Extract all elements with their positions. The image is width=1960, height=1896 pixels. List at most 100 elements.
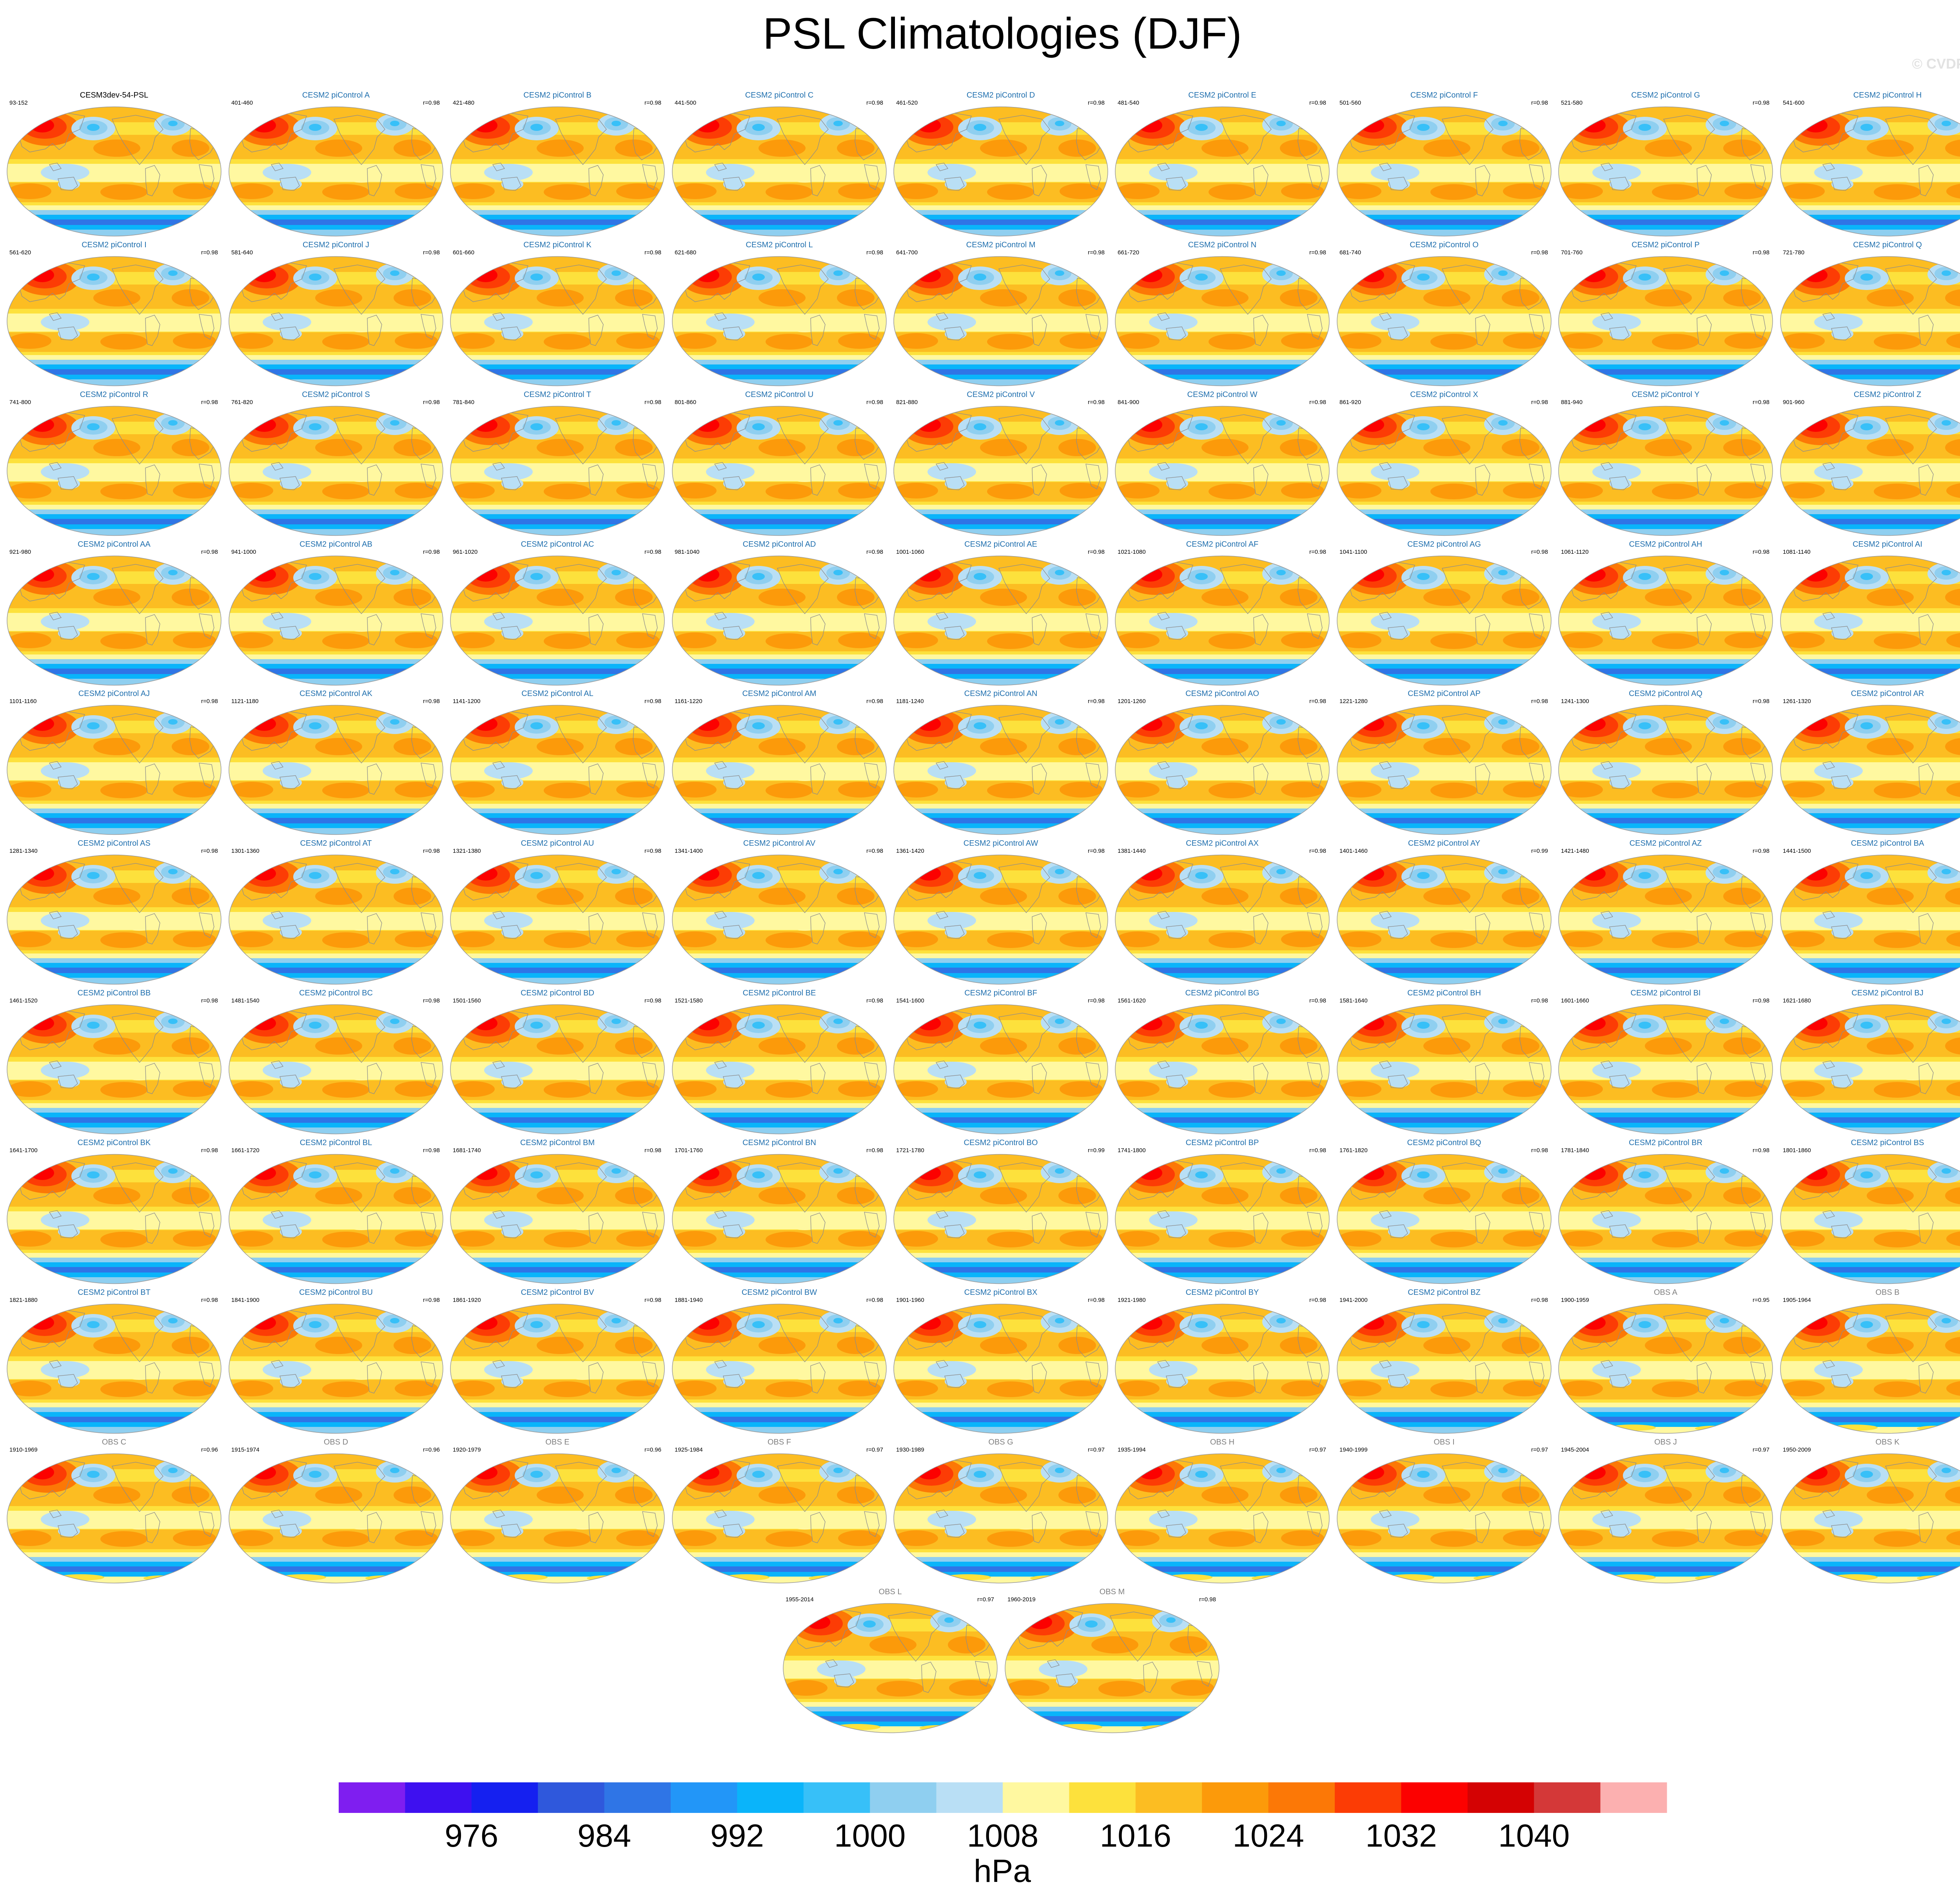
panel-title: CESM2 piControl BD [521,989,594,997]
credit-label: © CVDP-LE [1912,56,1960,72]
panel-years: 621-680 [675,249,697,256]
pressure-map [1558,106,1773,237]
panel-years: 1935-1994 [1118,1446,1146,1453]
pressure-map [893,1004,1108,1135]
panel-correlation: r=0.98 [866,549,883,555]
pressure-map [1780,555,1960,686]
map-panel: CESM2 piControl AE 1001-1060 r=0.98 [891,540,1111,689]
panel-years: 821-880 [896,399,918,406]
map-panel: OBS A 1900-1959 r=0.95 [1555,1288,1776,1437]
pressure-map [1780,1303,1960,1434]
panel-title: CESM2 piControl BB [77,989,151,997]
panel-title: OBS B [1875,1288,1900,1297]
pressure-map [783,1603,998,1733]
panel-correlation: r=0.98 [866,997,883,1004]
pressure-map [7,1453,221,1584]
panel-title: CESM2 piControl AV [743,839,816,848]
panel-correlation: r=0.99 [1088,1147,1105,1154]
panel-correlation: r=0.98 [423,1147,440,1154]
panel-years: 941-1000 [231,549,256,555]
panel-years: 1241-1300 [1561,698,1589,705]
panel-correlation: r=0.98 [1309,399,1326,406]
map-panel: CESM2 piControl BB 1461-1520 r=0.98 [4,989,224,1138]
map-panel: CESM2 piControl AV 1341-1400 r=0.98 [669,839,889,988]
panel-correlation: r=0.98 [201,1297,218,1303]
pressure-map [893,705,1108,835]
pressure-map [1780,1453,1960,1584]
panel-years: 1955-2014 [786,1596,814,1603]
panel-correlation: r=0.98 [1309,100,1326,106]
map-panel: CESM2 piControl A 401-460 r=0.98 [226,91,446,240]
panel-correlation: r=0.98 [1088,698,1105,705]
pressure-map [1558,406,1773,536]
panel-title: CESM2 piControl L [746,241,813,249]
map-panel: CESM2 piControl BQ 1761-1820 r=0.98 [1334,1138,1554,1287]
pressure-map [1337,1303,1552,1434]
map-panel: OBS E 1920-1979 r=0.96 [447,1438,668,1587]
map-panel: CESM2 piControl AT 1301-1360 r=0.98 [226,839,446,988]
map-panel: CESM2 piControl L 621-680 r=0.98 [669,241,889,390]
panel-years: 1661-1720 [231,1147,260,1154]
panel-title: OBS C [102,1438,127,1446]
panel-correlation: r=0.98 [423,249,440,256]
panel-title: CESM2 piControl D [966,91,1035,100]
map-panel: CESM2 piControl C 441-500 r=0.98 [669,91,889,240]
pressure-map [1558,1303,1773,1434]
panel-years: 921-980 [9,549,31,555]
panel-years: 1881-1940 [675,1297,703,1303]
pressure-map [893,854,1108,985]
map-panel: CESM2 piControl N 661-720 r=0.98 [1112,241,1332,390]
panel-correlation: r=0.98 [866,1297,883,1303]
pressure-map [450,106,665,237]
pressure-map [7,854,221,985]
panel-title: CESM2 piControl Z [1853,390,1922,399]
pressure-map [7,106,221,237]
panel-title: CESM2 piControl BE [742,989,816,997]
pressure-map [1558,256,1773,386]
panel-title: CESM2 piControl S [302,390,370,399]
panel-title: OBS H [1210,1438,1235,1446]
map-panel: CESM2 piControl M 641-700 r=0.98 [891,241,1111,390]
panel-title: CESM2 piControl W [1187,390,1258,399]
map-panel: CESM2 piControl V 821-880 r=0.98 [891,390,1111,539]
panel-years: 1181-1240 [896,698,924,705]
panel-title: CESM2 piControl AZ [1629,839,1702,848]
panel-title: CESM2 piControl AG [1407,540,1481,549]
panel-correlation: r=0.98 [1531,249,1548,256]
panel-title: CESM2 piControl AD [742,540,816,549]
map-panel: CESM2 piControl Y 881-940 r=0.98 [1555,390,1776,539]
panel-years: 1621-1680 [1783,997,1811,1004]
panel-correlation: r=0.98 [1088,399,1105,406]
pressure-map [1115,555,1330,686]
pressure-map [1558,705,1773,835]
panel-correlation: r=0.98 [423,399,440,406]
map-panel: CESM2 piControl AD 981-1040 r=0.98 [669,540,889,689]
panel-years: 601-660 [453,249,475,256]
panel-title: CESM2 piControl BR [1629,1138,1702,1147]
panel-years: 741-800 [9,399,31,406]
panel-title: CESM2 piControl BP [1185,1138,1259,1147]
pressure-map [450,406,665,536]
pressure-map [450,256,665,386]
panel-title: CESM2 piControl V [967,390,1035,399]
panel-years: 1341-1400 [675,848,703,854]
map-panel: CESM2 piControl BN 1701-1760 r=0.98 [669,1138,889,1287]
map-panel: CESM2 piControl BC 1481-1540 r=0.98 [226,989,446,1138]
map-panel: CESM2 piControl AP 1221-1280 r=0.98 [1334,689,1554,838]
map-panel: CESM2 piControl BI 1601-1660 r=0.98 [1555,989,1776,1138]
panel-years: 441-500 [675,100,697,106]
map-panel: CESM2 piControl BY 1921-1980 r=0.98 [1112,1288,1332,1437]
panel-correlation: r=0.98 [1088,549,1105,555]
panel-correlation: r=0.98 [866,100,883,106]
pressure-map [1337,854,1552,985]
panel-correlation: r=0.98 [866,698,883,705]
panel-years: 1901-1960 [896,1297,924,1303]
panel-title: CESM2 piControl BU [299,1288,373,1297]
map-panel: CESM2 piControl E 481-540 r=0.98 [1112,91,1332,240]
panel-years: 1701-1760 [675,1147,703,1154]
panel-title: CESM2 piControl BI [1630,989,1701,997]
pressure-map [1558,854,1773,985]
panel-correlation: r=0.98 [1309,848,1326,854]
panel-title: CESM2 piControl BL [299,1138,372,1147]
